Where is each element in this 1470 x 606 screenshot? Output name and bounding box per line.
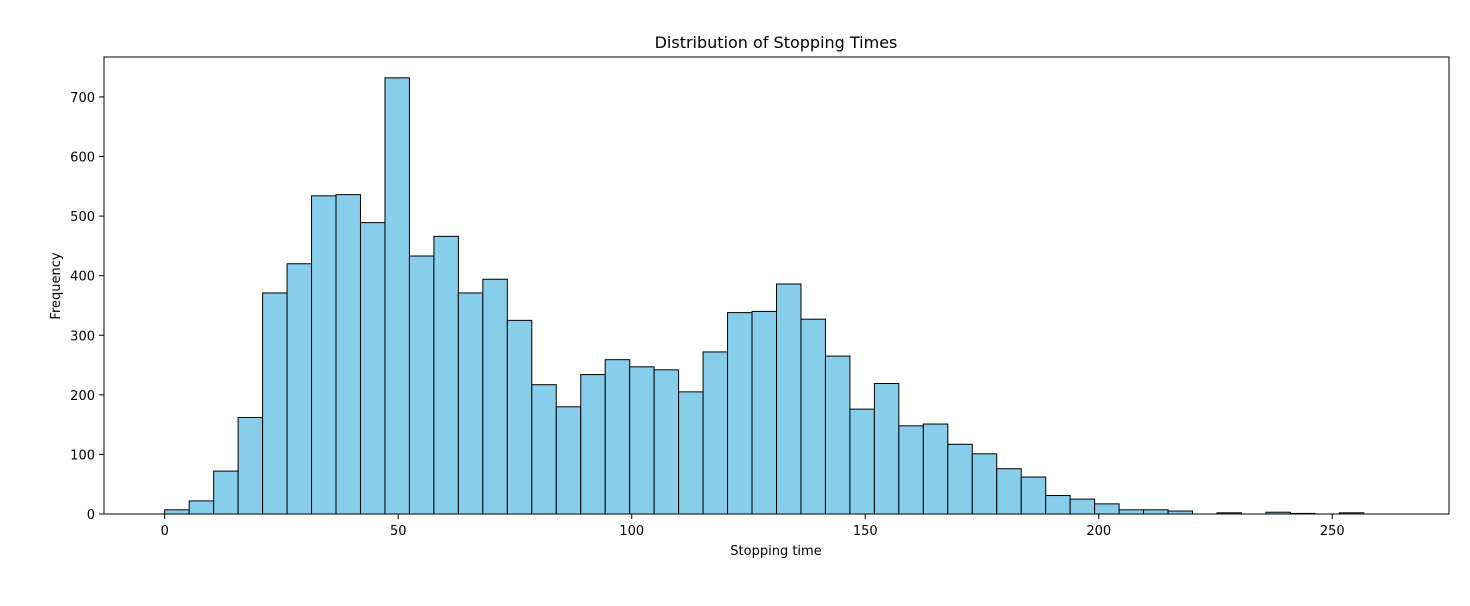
histogram-bar bbox=[1020, 476, 1047, 515]
histogram-bar bbox=[1045, 495, 1071, 515]
x-tick-label: 50 bbox=[390, 524, 407, 539]
histogram-bar bbox=[824, 355, 851, 515]
histogram-bar bbox=[727, 312, 753, 515]
histogram-bar bbox=[947, 443, 973, 515]
histogram-bar bbox=[580, 374, 606, 515]
histogram-bar bbox=[237, 416, 264, 515]
histogram-bar bbox=[311, 195, 337, 515]
y-tick-label: 500 bbox=[70, 210, 95, 225]
histogram-bar bbox=[555, 406, 582, 515]
histogram-bar bbox=[1094, 503, 1120, 515]
histogram-bar bbox=[1118, 509, 1145, 515]
histogram-bar bbox=[1069, 498, 1096, 515]
histogram-bar bbox=[849, 408, 875, 515]
histogram-bar bbox=[433, 235, 459, 515]
histogram-bar bbox=[164, 509, 190, 515]
histogram-bar bbox=[506, 319, 533, 515]
histogram-bar bbox=[213, 470, 239, 515]
histogram-bar bbox=[482, 278, 508, 515]
histogram-bar bbox=[776, 283, 802, 515]
y-axis-ticks: 0 100 200 300 400 500 600 700 bbox=[70, 91, 104, 523]
histogram-bar bbox=[531, 384, 557, 515]
chart-title: Distribution of Stopping Times bbox=[655, 33, 898, 52]
histogram-bar bbox=[922, 423, 949, 515]
y-tick-label: 600 bbox=[70, 151, 95, 166]
histogram-bar bbox=[751, 310, 777, 515]
histogram-bar bbox=[898, 425, 924, 515]
x-tick-label: 0 bbox=[161, 524, 169, 539]
histogram-bar bbox=[188, 500, 215, 515]
x-axis-ticks: 0 50 100 150 200 250 bbox=[161, 514, 1345, 539]
histogram-bar bbox=[678, 391, 704, 515]
histogram-bar bbox=[873, 383, 900, 515]
histogram-bar bbox=[384, 77, 410, 515]
histogram-bar bbox=[629, 366, 655, 515]
plot-frame bbox=[103, 56, 1450, 515]
histogram-bar bbox=[359, 222, 386, 515]
bars-group bbox=[164, 77, 1365, 515]
histogram-bar bbox=[286, 263, 313, 515]
y-tick-label: 100 bbox=[70, 448, 95, 463]
y-tick-label: 400 bbox=[70, 270, 95, 285]
y-axis-label: Frequency bbox=[49, 252, 64, 319]
x-tick-label: 250 bbox=[1320, 524, 1345, 539]
histogram-bar bbox=[653, 369, 680, 515]
x-axis-label: Stopping time bbox=[730, 544, 821, 559]
x-tick-label: 200 bbox=[1086, 524, 1111, 539]
y-tick-label: 200 bbox=[70, 389, 95, 404]
histogram-bar bbox=[262, 292, 288, 515]
histogram-bar bbox=[604, 359, 631, 515]
x-tick-label: 150 bbox=[853, 524, 878, 539]
histogram-bar bbox=[702, 351, 729, 515]
histogram-bar bbox=[800, 318, 826, 515]
histogram-bar bbox=[996, 468, 1022, 515]
y-tick-label: 0 bbox=[87, 508, 95, 523]
histogram-bar bbox=[1143, 509, 1169, 515]
histogram-bar bbox=[408, 255, 435, 515]
y-tick-label: 700 bbox=[70, 91, 95, 106]
histogram-bar bbox=[971, 453, 998, 515]
x-tick-label: 100 bbox=[619, 524, 644, 539]
histogram-bar bbox=[457, 292, 484, 515]
histogram-bar bbox=[335, 194, 361, 515]
y-tick-label: 300 bbox=[70, 329, 95, 344]
